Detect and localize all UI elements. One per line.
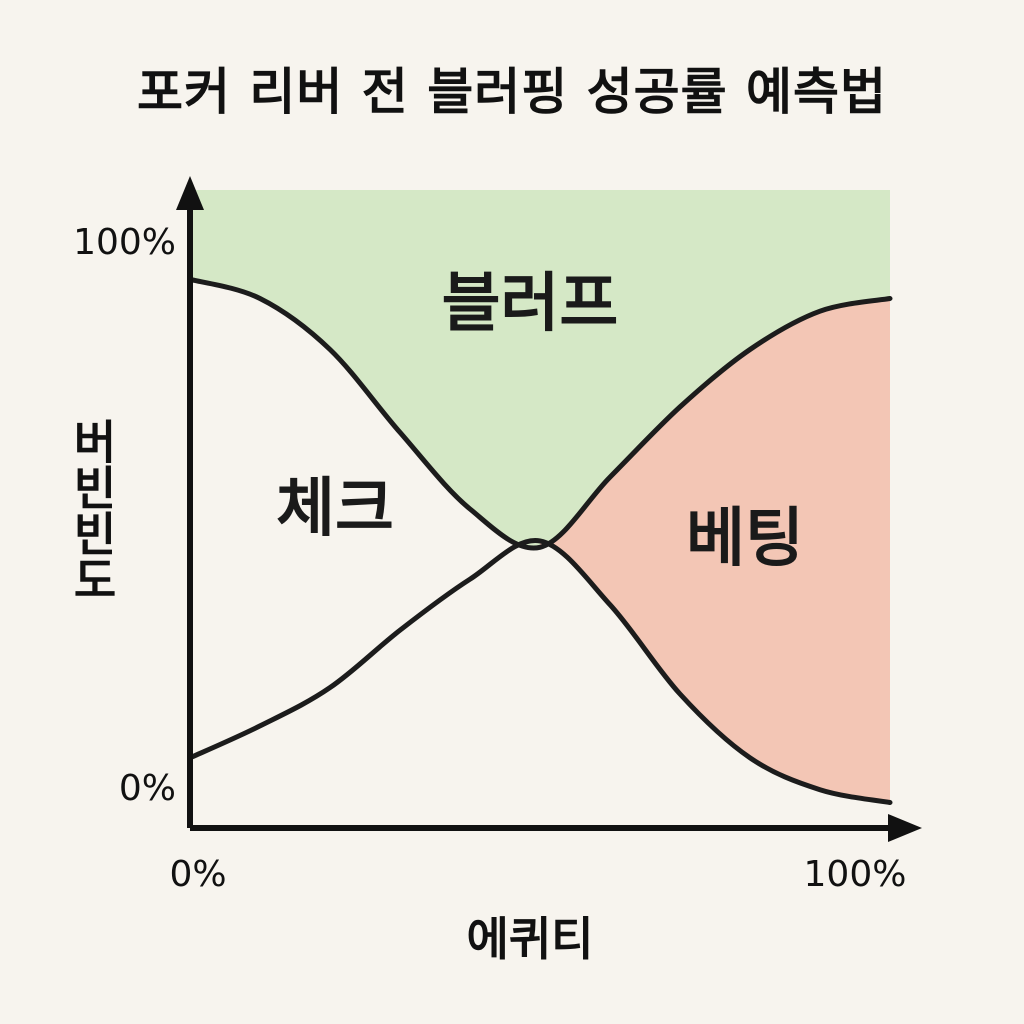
chart-areas	[190, 190, 890, 803]
bet-area	[540, 298, 890, 803]
bet-boundary-line	[187, 538, 893, 805]
region-label-bluff: 블러프	[442, 267, 619, 341]
y-tick-min: 0%	[119, 768, 176, 809]
chart-axes	[176, 176, 922, 842]
chart-lines	[187, 276, 893, 805]
y-axis-arrow	[176, 176, 204, 210]
y-axis-title: 버빈빈도	[65, 418, 119, 602]
x-axis-title: 에퀴티	[467, 912, 594, 966]
region-label-bet: 베팅	[686, 502, 804, 576]
x-tick-max: 100%	[804, 854, 907, 895]
x-axis-arrow	[888, 814, 922, 842]
bluff-boundary-line	[187, 276, 893, 551]
x-tick-min: 0%	[169, 854, 226, 895]
region-label-check: 체크	[276, 472, 394, 546]
chart-title: 포커 리버 전 블러핑 성공률 예측법	[136, 63, 888, 121]
y-tick-max: 100%	[73, 222, 176, 263]
bluff-area	[190, 190, 890, 549]
